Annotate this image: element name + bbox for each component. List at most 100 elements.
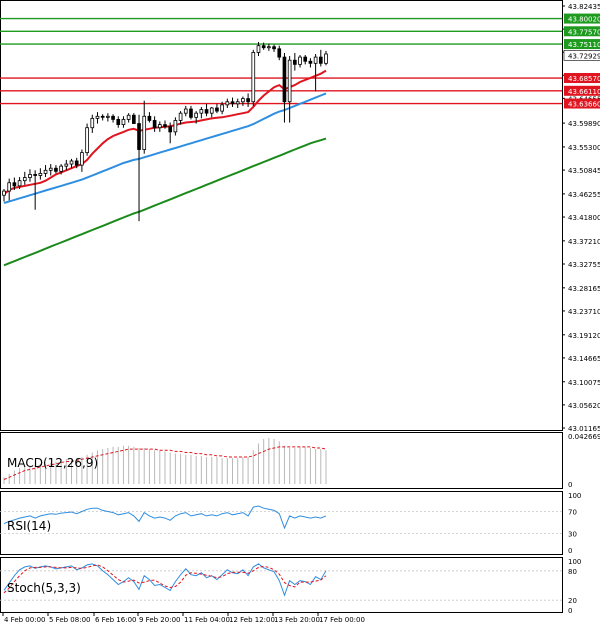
- rsi-tick-label: 70: [568, 509, 577, 517]
- rsi-panel: 100 70 30 0 RSI(14): [0, 492, 581, 555]
- candle-body: [235, 101, 240, 105]
- x-tick-label: 12 Feb 12:00: [229, 616, 275, 624]
- rsi-tick-label: 30: [568, 531, 577, 539]
- panel-frames: [0, 0, 563, 613]
- candle-body: [48, 167, 53, 171]
- candle-body: [303, 56, 308, 62]
- candle-body: [74, 160, 79, 166]
- candle-body: [126, 114, 131, 120]
- candle-body: [189, 108, 193, 118]
- macd-tick-label: 0.042669: [568, 433, 600, 441]
- panel-frame: [0, 0, 563, 431]
- candle-body: [85, 127, 89, 154]
- macd-signal-line: [3, 446, 327, 480]
- candle-body: [318, 56, 323, 64]
- candle-body: [220, 104, 224, 112]
- candle-body: [225, 101, 230, 106]
- candle-body: [204, 109, 209, 114]
- level-label-box: [564, 26, 600, 37]
- y-tick-label: 43.46255: [568, 191, 600, 199]
- candle-body: [152, 120, 157, 129]
- stoch-main-line: [3, 563, 327, 597]
- candle-body: [7, 182, 12, 192]
- y-tick-label: 43.23710: [568, 308, 600, 316]
- candle-body: [267, 46, 271, 49]
- candle-body: [121, 119, 126, 125]
- x-tick-label: 13 Feb 20:00: [274, 616, 320, 624]
- y-tick-label: 43.41800: [568, 214, 600, 222]
- candle-body: [106, 115, 110, 118]
- candle-body: [142, 115, 147, 150]
- y-tick-label: 43.01165: [568, 425, 600, 433]
- stoch-tick-label: 20: [568, 597, 577, 605]
- candle-body: [137, 123, 141, 150]
- y-tick-label: 43.10075: [568, 379, 600, 387]
- candle-body: [230, 101, 235, 105]
- candle-body: [298, 56, 302, 65]
- macd-panel: 0.042669 0 MACD(12,26,9): [3, 433, 600, 489]
- candle-body: [147, 115, 152, 121]
- candle-body: [246, 98, 250, 103]
- candle-body: [43, 169, 48, 174]
- candle-body: [157, 124, 162, 129]
- level-label: 43.68570: [568, 75, 600, 83]
- y-tick-label: 43.14665: [568, 355, 600, 363]
- y-tick-label: 43.37210: [568, 238, 600, 246]
- candle-body: [293, 59, 297, 65]
- level-label-box: [564, 13, 600, 24]
- y-tick-label: 43.28165: [568, 285, 600, 293]
- level-label-box: [564, 98, 600, 109]
- x-tick-label: 6 Feb 16:00: [95, 616, 136, 624]
- current-price-box: [563, 50, 600, 61]
- stoch-tick-label: 100: [568, 558, 581, 566]
- y-tick-label: 43.55300: [568, 144, 600, 152]
- candle-body: [54, 167, 58, 172]
- level-label: 43.63660: [568, 101, 600, 109]
- price-panel: 43.8243543.7799043.7354543.6910043.64655…: [0, 3, 600, 433]
- level-label: 43.75110: [568, 41, 600, 49]
- y-tick-label: 43.50845: [568, 167, 600, 175]
- candle-body: [95, 115, 100, 119]
- y-tick-label: 43.82435: [568, 3, 600, 11]
- ma-mid-line: [3, 92, 327, 204]
- candle-body: [111, 115, 115, 120]
- candle-body: [2, 190, 6, 196]
- candle-body: [33, 174, 37, 176]
- candle-body: [173, 120, 178, 133]
- level-label: 43.66110: [568, 88, 600, 96]
- ma-fast-line: [3, 69, 327, 195]
- candle-body: [12, 182, 17, 187]
- current-price-label: 43.72929: [568, 52, 600, 60]
- candle-body: [116, 119, 121, 125]
- y-tick-label: 43.05620: [568, 402, 600, 410]
- stoch-tick-label: 0: [568, 607, 572, 615]
- stoch-panel: 100 80 20 0 Stoch(5,3,3): [0, 558, 581, 615]
- candle-body: [100, 115, 105, 118]
- candle-body: [313, 56, 318, 64]
- candle-body: [215, 107, 219, 112]
- x-tick-label: 11 Feb 04:00: [184, 616, 230, 624]
- x-tick-label: 4 Feb 00:00: [4, 616, 45, 624]
- level-label: 43.77570: [568, 28, 600, 36]
- candle-body: [282, 56, 287, 103]
- candle-body: [69, 160, 74, 165]
- candle-body: [38, 173, 43, 176]
- stoch-signal-line: [3, 564, 327, 594]
- x-tick-label: 9 Feb 20:00: [139, 616, 180, 624]
- candle-body: [132, 114, 136, 124]
- candle-body: [178, 112, 183, 121]
- candle-body: [209, 107, 214, 114]
- rsi-line: [3, 505, 327, 530]
- level-label-box: [564, 73, 600, 84]
- candle-body: [324, 53, 328, 64]
- candle-body: [64, 163, 69, 167]
- candle-body: [22, 177, 27, 182]
- candle-body: [261, 45, 266, 49]
- stoch-label: Stoch(5,3,3): [7, 581, 81, 595]
- rsi-tick-label: 0: [568, 547, 572, 555]
- panel-frame: [0, 491, 563, 555]
- panel-frame: [0, 432, 563, 489]
- candle-body: [168, 126, 173, 133]
- candle-body: [277, 48, 282, 58]
